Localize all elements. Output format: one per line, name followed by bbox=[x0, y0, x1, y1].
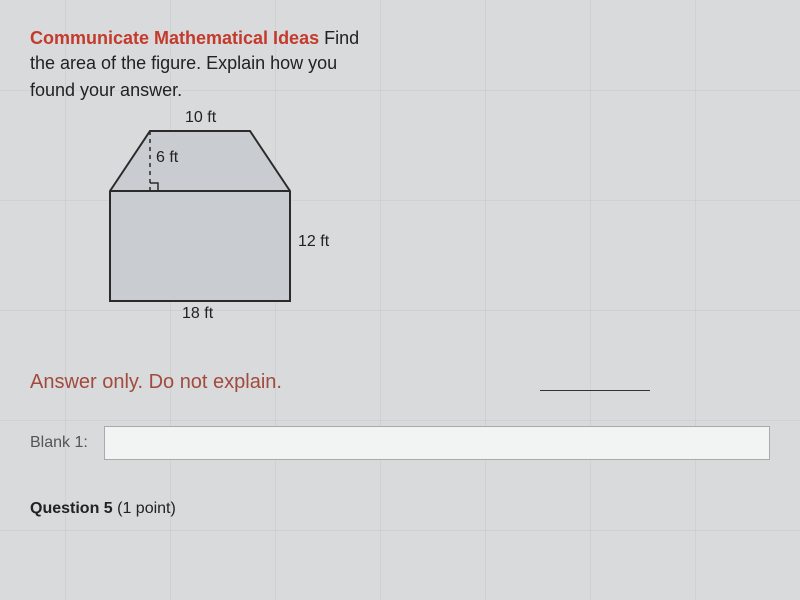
instruction-text: Answer only. Do not explain. bbox=[30, 371, 770, 394]
heading-rest: Find bbox=[319, 28, 359, 48]
label-height: 6 ft bbox=[156, 149, 178, 167]
composite-figure: 10 ft 6 ft 12 ft 18 ft bbox=[90, 121, 370, 341]
figure-outline bbox=[110, 131, 290, 301]
blank-input[interactable] bbox=[104, 426, 770, 460]
body-line-2: found your answer. bbox=[30, 78, 770, 103]
question-points: (1 point) bbox=[113, 500, 176, 517]
label-top: 10 ft bbox=[185, 109, 216, 127]
figure-svg bbox=[90, 121, 370, 341]
label-right: 12 ft bbox=[298, 233, 329, 251]
answer-blank-underline bbox=[540, 390, 650, 391]
body-line-1: the area of the figure. Explain how you bbox=[30, 51, 770, 76]
blank-label: Blank 1: bbox=[30, 434, 88, 452]
question-number: Question 5 bbox=[30, 500, 113, 517]
page-content: Communicate Mathematical Ideas Find the … bbox=[0, 0, 800, 546]
label-bottom: 18 ft bbox=[182, 305, 213, 323]
answer-row: Blank 1: bbox=[30, 426, 770, 460]
heading-prefix: Communicate Mathematical Ideas bbox=[30, 28, 319, 48]
heading: Communicate Mathematical Ideas Find bbox=[30, 28, 770, 49]
question-footer: Question 5 (1 point) bbox=[30, 500, 770, 518]
